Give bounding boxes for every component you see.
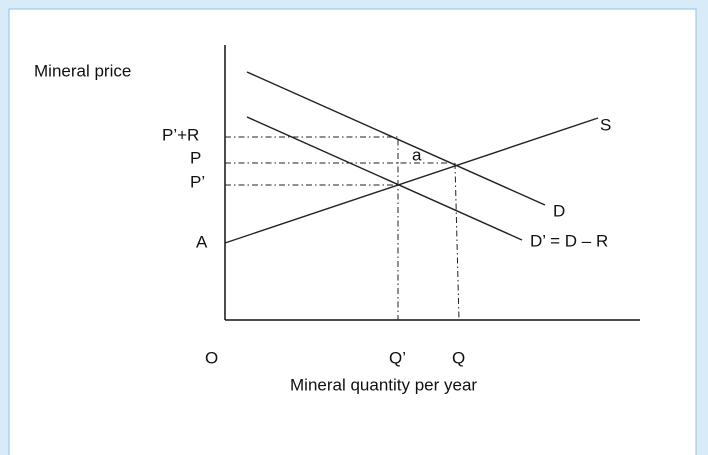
price-label: A [196,232,208,251]
panel [8,8,697,455]
guide-p-r [225,136,399,320]
price-label: P’+R [162,125,199,144]
x-axis-label: Mineral quantity per year [290,375,477,394]
price-label: P [190,148,201,167]
area-label: a [412,145,422,164]
adjusted-demand-label: D’ = D – R [530,231,608,250]
guide-q [454,162,460,321]
origin-label: O [205,348,218,367]
demand-curve [246,71,546,206]
demand-label: D [553,201,565,220]
quantity-label: Q’ [389,348,406,367]
price-label: P’ [190,172,205,191]
quantity-label: Q [452,348,465,367]
y-axis-label: Mineral price [34,61,131,80]
supply-curve [224,117,599,244]
supply-label: S [600,115,611,134]
